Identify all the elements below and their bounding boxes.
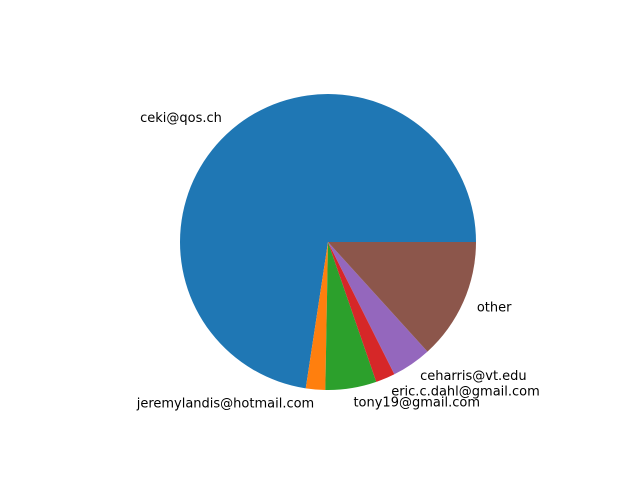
pie-label-tony19-gmail-com: tony19@gmail.com: [353, 395, 480, 410]
pie-slice-ceki-qos-ch: [180, 94, 477, 389]
pie-label-jeremylandis-hotmail-com: jeremylandis@hotmail.com: [136, 397, 315, 412]
pie-slice-other: [328, 242, 476, 352]
pie-label-eric-c-dahl-gmail-com: eric.c.dahl@gmail.com: [391, 385, 540, 400]
pie-slice-eric-c-dahl-gmail-com: [328, 242, 395, 382]
pie-label-other: other: [477, 300, 512, 315]
pie-slice-tony19-gmail-com: [325, 242, 377, 390]
pie-slice-jeremylandis-hotmail-com: [305, 242, 328, 390]
pie-label-ceki-qos-ch: ceki@qos.ch: [140, 111, 222, 126]
pie-slices: [180, 94, 477, 390]
pie-labels: ceki@qos.ch jeremylandis@hotmail.com tony1…: [136, 111, 540, 412]
pie-slice-ceharris-vt-edu: [328, 242, 428, 375]
pie-label-ceharris-vt-edu: ceharris@vt.edu: [420, 369, 527, 384]
